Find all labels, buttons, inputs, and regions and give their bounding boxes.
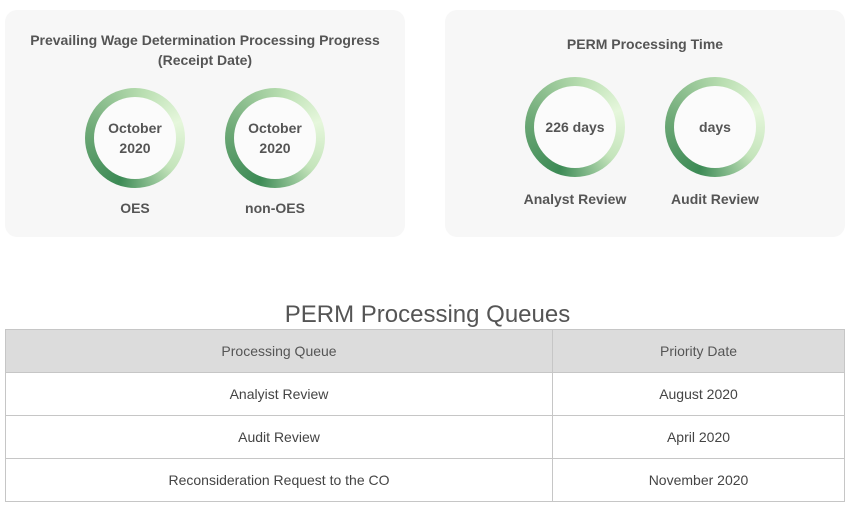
analyst-review-value: 226 days (534, 86, 616, 168)
pwd-title-line2: (Receipt Date) (157, 52, 253, 68)
table-row: Audit Review April 2020 (5, 415, 845, 459)
queue-name-cell: Reconsideration Request to the CO (5, 458, 553, 502)
priority-date-cell: August 2020 (552, 372, 845, 416)
oes-month: October (108, 120, 162, 136)
queue-name-cell: Analyist Review (5, 372, 553, 416)
header-processing-queue: Processing Queue (5, 329, 553, 373)
queues-table: Processing Queue Priority Date Analyist … (5, 329, 845, 502)
non-oes-label: non-OES (245, 200, 305, 216)
pwd-title-line1: Prevailing Wage Determination Processing… (30, 32, 380, 48)
perm-processing-time-panel: PERM Processing Time 226 days Analyst Re… (445, 10, 845, 237)
queue-name-cell: Audit Review (5, 415, 553, 459)
pwd-progress-panel: Prevailing Wage Determination Processing… (5, 10, 405, 237)
oes-label: OES (120, 200, 150, 216)
analyst-review-ring: 226 days (525, 77, 625, 177)
non-oes-progress-ring: October 2020 (225, 88, 325, 188)
analyst-review-label: Analyst Review (523, 191, 627, 207)
audit-review-label: Audit Review (671, 191, 759, 207)
non-oes-month: October (248, 120, 302, 136)
priority-date-cell: April 2020 (552, 415, 845, 459)
table-header-row: Processing Queue Priority Date (5, 329, 845, 373)
audit-review-value: days (674, 86, 756, 168)
header-priority-date: Priority Date (552, 329, 845, 373)
non-oes-ring-value: October 2020 (234, 97, 316, 179)
priority-date-cell: November 2020 (552, 458, 845, 502)
non-oes-year: 2020 (259, 140, 291, 156)
audit-review-ring: days (665, 77, 765, 177)
queues-title: PERM Processing Queues (284, 300, 571, 328)
table-row: Analyist Review August 2020 (5, 372, 845, 416)
table-row: Reconsideration Request to the CO Novemb… (5, 458, 845, 502)
oes-progress-ring: October 2020 (85, 88, 185, 188)
perm-panel-title: PERM Processing Time (566, 36, 724, 52)
pwd-panel-title: Prevailing Wage Determination Processing… (5, 30, 405, 70)
oes-ring-value: October 2020 (94, 97, 176, 179)
oes-year: 2020 (119, 140, 151, 156)
